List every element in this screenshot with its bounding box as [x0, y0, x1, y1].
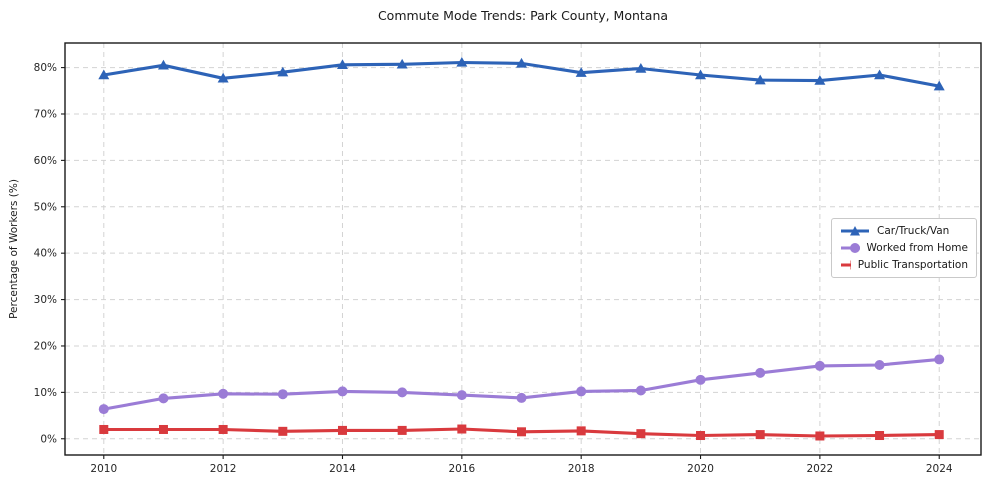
legend-item-public-transportation: Public Transportation	[840, 257, 968, 274]
legend-item-worked-from-home: Worked from Home	[840, 239, 968, 256]
y-tick-label: 10%	[34, 387, 57, 399]
data-point-marker	[218, 388, 229, 399]
data-point-marker	[277, 66, 289, 77]
y-tick-label: 40%	[34, 248, 57, 260]
legend: Car/Truck/Van Worked from Home Public Tr…	[831, 218, 977, 278]
y-tick-label: 80%	[34, 62, 57, 74]
x-tick-label: 2012	[210, 463, 237, 475]
data-point-marker	[934, 354, 945, 365]
data-point-marker	[755, 430, 765, 440]
data-point-marker	[875, 431, 885, 441]
data-point-marker	[517, 427, 527, 437]
chart-title: Commute Mode Trends: Park County, Montan…	[377, 8, 669, 23]
data-point-marker	[337, 386, 348, 397]
data-point-marker	[814, 75, 826, 85]
x-tick-label: 2014	[329, 463, 356, 475]
data-point-marker	[98, 404, 109, 415]
legend-label: Worked from Home	[866, 241, 968, 254]
line-circle-marker-icon	[841, 242, 860, 253]
data-point-marker	[636, 429, 646, 439]
data-point-marker	[396, 58, 408, 69]
legend-item-car-truck-van: Car/Truck/Van	[840, 222, 968, 239]
data-point-marker	[457, 424, 467, 434]
legend-label: Car/Truck/Van	[877, 224, 950, 237]
data-point-marker	[456, 390, 467, 401]
x-tick-label: 2024	[926, 463, 953, 475]
data-point-marker	[874, 359, 885, 370]
data-point-marker	[754, 74, 766, 85]
data-point-marker	[695, 69, 707, 80]
x-tick-label: 2016	[448, 463, 475, 475]
data-point-marker	[575, 67, 587, 77]
x-tick-label: 2018	[568, 463, 595, 475]
data-point-marker	[933, 80, 945, 91]
data-point-marker	[397, 425, 407, 435]
data-point-marker	[218, 424, 228, 434]
y-tick-label: 60%	[34, 155, 57, 167]
data-point-marker	[336, 59, 348, 70]
data-point-marker	[157, 59, 169, 70]
data-point-marker	[277, 389, 288, 400]
x-tick-label: 2020	[687, 463, 714, 475]
data-point-marker	[695, 374, 706, 385]
y-tick-label: 70%	[34, 108, 57, 120]
data-point-marker	[814, 360, 825, 371]
data-point-marker	[98, 69, 110, 80]
data-point-marker	[635, 385, 646, 396]
legend-label: Public Transportation	[857, 259, 968, 272]
data-point-marker	[158, 424, 168, 434]
x-tick-label: 2010	[90, 463, 117, 475]
data-point-marker	[278, 426, 288, 436]
data-point-marker	[397, 387, 408, 398]
y-tick-label: 30%	[34, 294, 57, 306]
data-point-marker	[158, 393, 169, 404]
y-tick-label: 50%	[34, 201, 57, 213]
data-point-marker	[516, 392, 527, 403]
y-tick-label: 20%	[34, 340, 57, 352]
data-point-marker	[576, 386, 587, 397]
data-point-marker	[337, 425, 347, 435]
data-point-marker	[99, 424, 109, 434]
data-point-marker	[874, 69, 886, 80]
data-point-marker	[217, 72, 229, 83]
data-point-marker	[755, 367, 766, 378]
line-square-marker-icon	[841, 260, 851, 270]
data-point-marker	[815, 431, 825, 441]
data-point-marker	[635, 63, 647, 73]
data-point-marker	[516, 57, 528, 68]
data-point-marker	[934, 430, 944, 440]
y-tick-label: 0%	[40, 433, 57, 445]
plot-border	[64, 42, 982, 456]
data-point-marker	[696, 431, 706, 441]
data-point-marker	[576, 426, 586, 436]
data-point-marker	[456, 56, 468, 67]
line-triangle-marker-icon	[841, 225, 869, 236]
x-tick-label: 2022	[807, 463, 834, 475]
